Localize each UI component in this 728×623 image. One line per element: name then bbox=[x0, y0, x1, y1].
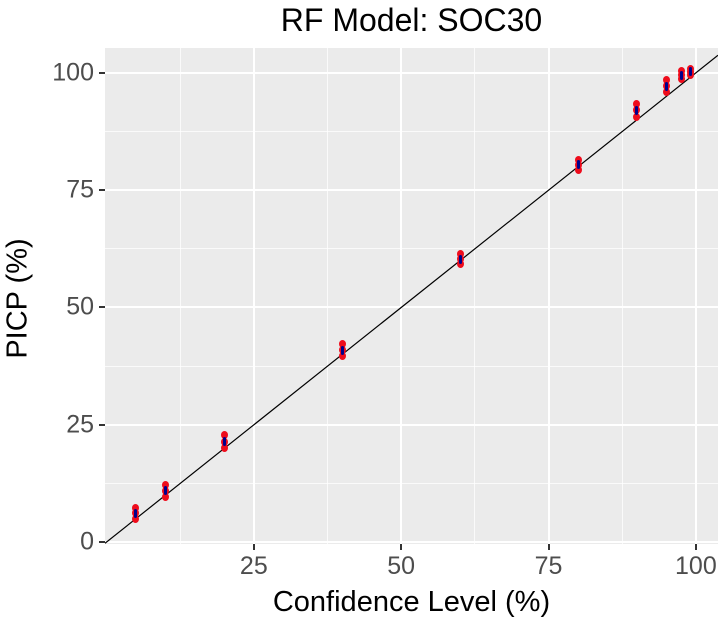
y-tick-mark bbox=[99, 71, 105, 74]
data-point-picp-mean bbox=[576, 160, 580, 170]
y-tick-label: 0 bbox=[80, 527, 94, 556]
data-point-picp-mean bbox=[163, 486, 167, 496]
data-point-picp-runs bbox=[132, 515, 140, 524]
x-minor-gridline bbox=[474, 48, 476, 544]
x-tick-label: 25 bbox=[239, 552, 268, 580]
y-minor-gridline bbox=[105, 482, 718, 484]
data-point-picp-mean bbox=[458, 254, 462, 264]
y-axis-title: PICP (%) bbox=[1, 238, 34, 359]
data-point-picp-runs bbox=[574, 155, 582, 164]
plot-panel bbox=[105, 48, 718, 544]
y-tick-mark bbox=[99, 541, 105, 544]
data-point-picp-runs bbox=[456, 250, 464, 258]
chart-title: RF Model: SOC30 bbox=[280, 2, 543, 38]
data-point-picp-runs bbox=[633, 112, 641, 121]
x-tick-mark bbox=[547, 544, 550, 550]
data-point-picp-runs bbox=[220, 444, 228, 453]
data-point-picp-runs bbox=[338, 340, 346, 349]
data-point-picp-mean bbox=[679, 70, 683, 80]
data-point-picp-runs bbox=[662, 88, 670, 97]
x-tick-mark bbox=[400, 544, 403, 550]
data-point-picp-runs bbox=[161, 493, 169, 502]
y-major-gridline bbox=[105, 423, 718, 426]
y-tick-label: 50 bbox=[66, 292, 94, 321]
data-point-picp-runs bbox=[633, 100, 641, 109]
data-point-picp-mean bbox=[688, 67, 692, 77]
x-minor-gridline bbox=[179, 48, 181, 544]
x-minor-gridline bbox=[621, 48, 623, 544]
data-point-picp-mean bbox=[635, 105, 639, 115]
data-point-picp-runs bbox=[662, 75, 670, 84]
y-minor-gridline bbox=[105, 131, 718, 133]
x-major-gridline bbox=[547, 48, 550, 544]
data-point-picp-mean bbox=[222, 437, 226, 447]
data-point-picp-runs bbox=[456, 260, 464, 269]
x-minor-gridline bbox=[327, 48, 328, 544]
x-tick-mark bbox=[694, 544, 697, 550]
y-major-gridline bbox=[105, 71, 718, 74]
identity-line bbox=[105, 54, 718, 544]
y-tick-mark bbox=[99, 189, 105, 192]
x-tick-label: 50 bbox=[387, 552, 416, 580]
y-major-gridline bbox=[105, 541, 718, 544]
data-point-picp-runs bbox=[132, 503, 140, 512]
x-tick-mark bbox=[252, 544, 255, 550]
y-tick-mark bbox=[99, 423, 105, 426]
data-point-picp-mean bbox=[340, 345, 344, 355]
y-major-gridline bbox=[105, 189, 718, 192]
x-major-gridline bbox=[252, 48, 255, 544]
x-tick-label: 100 bbox=[675, 552, 717, 580]
data-point-picp-mean bbox=[134, 508, 138, 518]
data-point-picp-runs bbox=[574, 166, 582, 174]
y-tick-label: 75 bbox=[66, 175, 94, 204]
y-major-gridline bbox=[105, 306, 718, 309]
y-tick-mark bbox=[99, 306, 105, 309]
x-major-gridline bbox=[400, 48, 403, 544]
y-tick-label: 100 bbox=[52, 58, 94, 87]
y-tick-label: 25 bbox=[66, 410, 94, 439]
data-point-picp-mean bbox=[664, 81, 668, 91]
x-tick-label: 75 bbox=[534, 552, 563, 580]
data-point-picp-runs bbox=[220, 431, 228, 440]
data-point-picp-runs bbox=[338, 352, 346, 361]
y-minor-gridline bbox=[105, 365, 718, 367]
x-axis-title: Confidence Level (%) bbox=[272, 586, 551, 618]
x-major-gridline bbox=[694, 48, 697, 544]
data-point-picp-runs bbox=[161, 480, 169, 489]
y-minor-gridline bbox=[105, 248, 718, 250]
